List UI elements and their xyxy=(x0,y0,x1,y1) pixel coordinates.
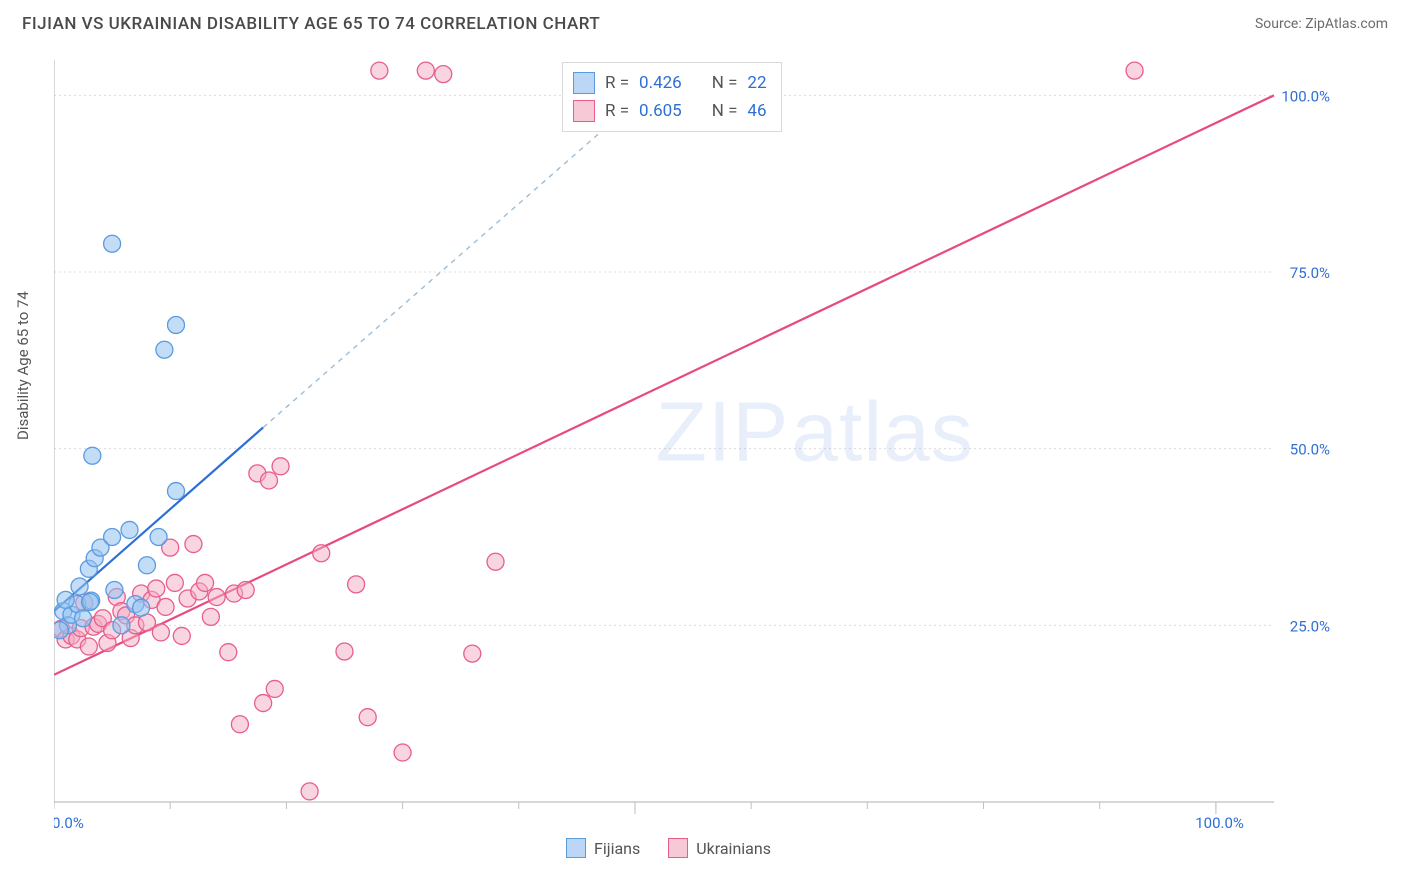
series-legend: Fijians Ukrainians xyxy=(566,838,771,858)
y-tick-label: 50.0% xyxy=(1290,441,1330,459)
point-pink xyxy=(202,608,219,625)
legend-swatch xyxy=(573,100,595,122)
legend-swatch xyxy=(668,838,688,858)
point-blue xyxy=(57,591,74,608)
point-pink xyxy=(394,744,411,761)
point-pink xyxy=(371,62,388,79)
point-pink xyxy=(80,638,97,655)
legend-swatch xyxy=(566,838,586,858)
stat-n-label: N = xyxy=(712,73,738,93)
point-pink xyxy=(435,66,452,83)
chart-header: FIJIAN VS UKRAINIAN DISABILITY AGE 65 TO… xyxy=(0,0,1406,48)
point-blue xyxy=(168,317,185,334)
point-blue xyxy=(133,599,150,616)
point-pink xyxy=(1126,62,1143,79)
point-pink xyxy=(487,553,504,570)
point-blue xyxy=(71,578,88,595)
stat-n-value: 22 xyxy=(747,73,766,93)
watermark: ZIPatlas xyxy=(656,384,974,478)
point-pink xyxy=(336,643,353,660)
point-blue xyxy=(121,521,138,538)
point-blue xyxy=(104,529,121,546)
x-tick-label: 0.0% xyxy=(54,814,84,830)
y-tick-label: 75.0% xyxy=(1290,264,1330,282)
point-pink xyxy=(313,545,330,562)
point-pink xyxy=(260,472,277,489)
point-blue xyxy=(168,483,185,500)
legend-label: Fijians xyxy=(594,839,640,858)
point-pink xyxy=(255,695,272,712)
point-pink xyxy=(166,574,183,591)
point-pink xyxy=(185,536,202,553)
stat-r-label: R = xyxy=(605,101,629,121)
point-pink xyxy=(237,582,254,599)
point-blue xyxy=(82,594,99,611)
point-pink xyxy=(231,716,248,733)
point-pink xyxy=(220,644,237,661)
point-blue xyxy=(104,235,121,252)
scatter-chart: 25.0% 50.0% 75.0% 100.0% 0.0% 100.0% ZIPatlas xyxy=(54,60,1334,830)
stat-r-value: 0.426 xyxy=(639,73,682,93)
point-blue xyxy=(150,529,167,546)
point-pink xyxy=(173,627,190,644)
point-blue xyxy=(106,582,123,599)
point-pink xyxy=(301,783,318,800)
stats-row: R = 0.426 N = 22 xyxy=(573,69,767,97)
x-tick-label: 100.0% xyxy=(1195,814,1244,830)
point-pink xyxy=(148,580,165,597)
plot-area: 25.0% 50.0% 75.0% 100.0% 0.0% 100.0% ZIPatlas xyxy=(54,60,1334,830)
point-pink xyxy=(157,598,174,615)
point-blue xyxy=(84,447,101,464)
point-pink xyxy=(152,624,169,641)
stat-r-label: R = xyxy=(605,73,629,93)
point-pink xyxy=(348,576,365,593)
stat-r-value: 0.605 xyxy=(639,101,682,121)
y-tick-label: 25.0% xyxy=(1290,617,1330,635)
trend-line-blue-dashed xyxy=(263,92,646,428)
point-pink xyxy=(359,709,376,726)
legend-swatch xyxy=(573,72,595,94)
point-pink xyxy=(464,645,481,662)
chart-title: FIJIAN VS UKRAINIAN DISABILITY AGE 65 TO… xyxy=(22,14,600,34)
point-pink xyxy=(266,680,283,697)
y-tick-label: 100.0% xyxy=(1281,87,1330,105)
point-pink xyxy=(417,62,434,79)
point-blue xyxy=(113,617,130,634)
legend-item: Fijians xyxy=(566,838,640,858)
point-pink xyxy=(208,589,225,606)
stats-row: R = 0.605 N = 46 xyxy=(573,97,767,125)
point-blue xyxy=(156,341,173,358)
point-pink xyxy=(272,458,289,475)
legend-item: Ukrainians xyxy=(668,838,771,858)
point-pink xyxy=(197,574,214,591)
legend-label: Ukrainians xyxy=(696,839,771,858)
y-axis-label: Disability Age 65 to 74 xyxy=(14,291,32,440)
point-blue xyxy=(75,610,92,627)
chart-source: Source: ZipAtlas.com xyxy=(1255,16,1388,32)
stat-n-value: 46 xyxy=(747,101,766,121)
source-label: Source: xyxy=(1255,16,1305,32)
stat-n-label: N = xyxy=(712,101,738,121)
point-blue xyxy=(138,557,155,574)
point-blue xyxy=(54,622,68,639)
source-link[interactable]: ZipAtlas.com xyxy=(1305,16,1388,32)
correlation-stats-box: R = 0.426 N = 22 R = 0.605 N = 46 xyxy=(562,62,782,132)
